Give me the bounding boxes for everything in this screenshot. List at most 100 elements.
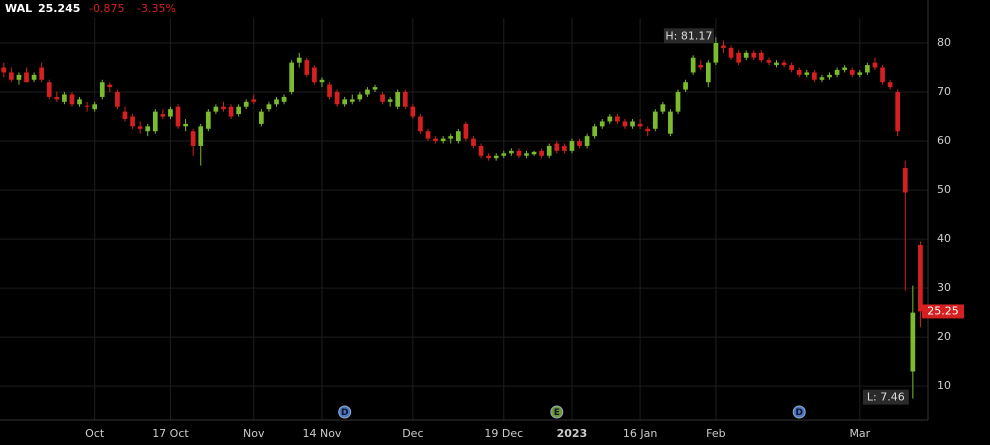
candle-body xyxy=(645,128,651,132)
candle-body xyxy=(387,99,393,102)
candle-body xyxy=(751,52,757,58)
candle-body xyxy=(152,111,158,132)
candle-body xyxy=(607,116,613,122)
candle-body xyxy=(463,123,469,139)
candle-body xyxy=(281,96,287,102)
candle-body xyxy=(92,104,98,110)
candle-body xyxy=(54,96,60,100)
change-pct: -3.35% xyxy=(137,2,176,15)
candle-body xyxy=(668,111,673,134)
candle-body xyxy=(122,111,128,119)
y-tick-label: 40 xyxy=(937,232,951,245)
candle-body xyxy=(902,168,908,193)
candle-body xyxy=(865,65,870,73)
candle-body xyxy=(698,65,704,68)
candle-body xyxy=(425,131,431,139)
candle-body xyxy=(236,106,241,115)
candle-body xyxy=(402,92,408,107)
candle-body xyxy=(895,92,901,132)
candle-body xyxy=(16,74,22,80)
candle-body xyxy=(251,99,257,102)
candle-body xyxy=(842,67,848,70)
x-tick-label: 2023 xyxy=(557,427,588,440)
candle-body xyxy=(501,153,507,156)
candle-body xyxy=(312,67,317,83)
high-label-box xyxy=(663,28,714,44)
change: -0.875 xyxy=(89,2,124,15)
high-label: H: 81.17 xyxy=(665,29,712,42)
candle-body xyxy=(410,106,416,117)
candle-body xyxy=(319,79,325,83)
candle-body xyxy=(160,114,166,117)
candle-body xyxy=(221,106,226,110)
candle-body xyxy=(516,150,522,156)
candle-body xyxy=(213,106,219,112)
candle-body xyxy=(804,72,810,75)
candle-body xyxy=(819,77,825,80)
low-label: L: 7.46 xyxy=(867,391,905,404)
candle-body xyxy=(683,82,688,90)
event-label: D xyxy=(341,408,348,418)
candle-body xyxy=(834,69,840,75)
candle-body xyxy=(274,99,279,105)
candle-body xyxy=(380,94,385,102)
candle-body xyxy=(577,141,582,146)
candle-body xyxy=(615,116,620,122)
candle-body xyxy=(736,52,741,63)
candle-body xyxy=(198,126,204,146)
candle-body xyxy=(1,67,7,73)
event-marker xyxy=(550,405,564,419)
candle-body xyxy=(342,99,348,105)
candle-body xyxy=(433,138,438,142)
candle-body xyxy=(918,244,923,312)
candle-body xyxy=(789,65,794,70)
candle-body xyxy=(690,57,696,73)
x-tick-label: Dec xyxy=(402,427,423,440)
candle-body xyxy=(827,74,832,78)
candle-body xyxy=(705,62,711,83)
last-price-box xyxy=(922,304,964,319)
candle-body xyxy=(539,150,544,156)
price: 25.245 xyxy=(38,2,80,15)
candle-body xyxy=(766,60,772,63)
candle-body xyxy=(372,87,378,90)
candle-body xyxy=(599,121,605,127)
candle-body xyxy=(493,155,499,159)
y-tick-label: 60 xyxy=(937,134,951,147)
candle-body xyxy=(145,126,151,132)
candle-body xyxy=(675,92,681,112)
x-tick-label: Oct xyxy=(85,427,105,440)
y-tick-label: 50 xyxy=(937,183,951,196)
x-tick-label: Nov xyxy=(243,427,265,440)
x-tick-label: 17 Oct xyxy=(152,427,189,440)
candle-body xyxy=(910,312,916,372)
candle-body xyxy=(228,106,234,117)
candle-body xyxy=(365,89,370,95)
x-tick-label: 14 Nov xyxy=(302,427,341,440)
candle-body xyxy=(130,116,135,127)
candle-body xyxy=(630,121,635,127)
candle-body xyxy=(622,121,628,127)
candle-body xyxy=(592,126,598,137)
candle-body xyxy=(524,153,529,156)
candle-body xyxy=(554,143,560,151)
candle-body xyxy=(531,151,537,155)
candle-body xyxy=(69,94,75,105)
candle-body xyxy=(46,82,52,97)
y-tick-label: 30 xyxy=(937,281,951,294)
candle-body xyxy=(205,111,211,129)
y-tick-label: 80 xyxy=(937,36,951,49)
candle-body xyxy=(743,52,749,58)
candle-body xyxy=(774,62,779,66)
candle-body xyxy=(872,62,878,68)
candle-body xyxy=(168,109,173,117)
candle-body xyxy=(266,104,272,110)
candle-body xyxy=(357,94,363,100)
candle-body xyxy=(781,62,787,66)
candle-body xyxy=(39,67,45,80)
candle-body xyxy=(486,155,491,159)
candle-body xyxy=(652,111,658,129)
event-marker xyxy=(792,405,806,419)
